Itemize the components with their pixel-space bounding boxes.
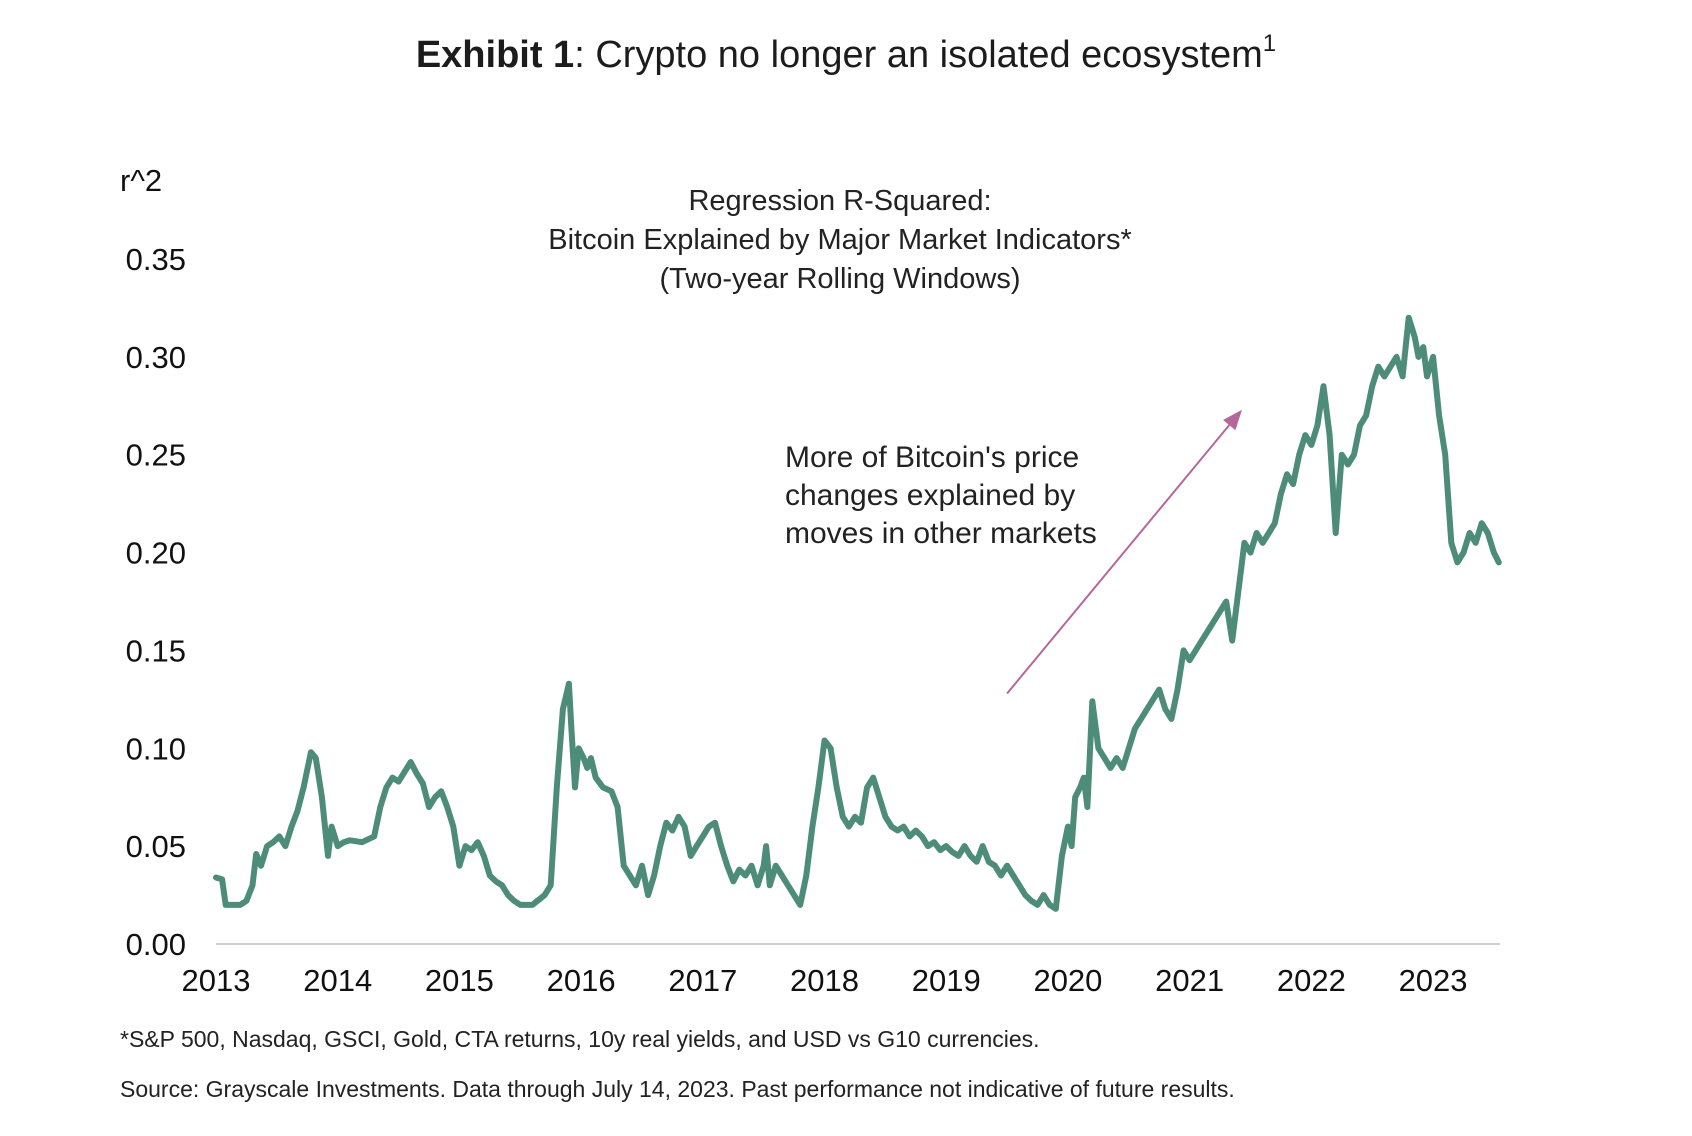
x-tick-label: 2015 bbox=[425, 963, 494, 998]
y-tick-label: 0.00 bbox=[126, 927, 186, 962]
exhibit-title: Exhibit 1: Crypto no longer an isolated … bbox=[0, 32, 1692, 77]
x-tick-label: 2023 bbox=[1399, 963, 1468, 998]
y-axis-ticks: 0.00 0.05 0.10 0.15 0.20 0.25 0.30 0.35 bbox=[126, 242, 186, 962]
x-tick-label: 2020 bbox=[1033, 963, 1102, 998]
exhibit-title-text: Crypto no longer an isolated ecosystem bbox=[584, 34, 1263, 76]
y-tick-label: 0.30 bbox=[126, 340, 186, 375]
annotation-arrow bbox=[1006, 424, 1231, 695]
footnote-indicators: *S&P 500, Nasdaq, GSCI, Gold, CTA return… bbox=[120, 1026, 1040, 1052]
x-tick-label: 2013 bbox=[182, 963, 251, 998]
exhibit-label: Exhibit 1 bbox=[415, 34, 575, 76]
x-tick-label: 2014 bbox=[303, 963, 372, 998]
annotation-line-3: moves in other markets bbox=[785, 517, 1097, 550]
y-tick-label: 0.35 bbox=[126, 242, 186, 277]
exhibit-footnote-mark: 1 bbox=[1262, 30, 1277, 57]
annotation-line-1: More of Bitcoin's price bbox=[785, 441, 1079, 474]
y-axis-label: r^2 bbox=[120, 163, 162, 198]
r-squared-line-chart: Regression R-Squared: Bitcoin Explained … bbox=[120, 163, 1502, 998]
annotation-line-2: changes explained by bbox=[785, 479, 1075, 512]
annotation-arrowhead bbox=[1223, 409, 1242, 431]
x-tick-label: 2022 bbox=[1277, 963, 1346, 998]
chart-title-line-2: Bitcoin Explained by Major Market Indica… bbox=[548, 224, 1131, 256]
y-tick-label: 0.20 bbox=[126, 536, 186, 571]
y-tick-label: 0.05 bbox=[126, 829, 186, 864]
chart-title-line-3: (Two-year Rolling Windows) bbox=[660, 263, 1021, 295]
x-tick-label: 2017 bbox=[668, 963, 737, 998]
y-tick-label: 0.10 bbox=[126, 731, 186, 766]
x-tick-label: 2018 bbox=[790, 963, 859, 998]
x-tick-label: 2016 bbox=[547, 963, 616, 998]
exhibit-separator: : bbox=[574, 34, 585, 76]
y-tick-label: 0.25 bbox=[126, 438, 186, 473]
x-tick-label: 2019 bbox=[912, 963, 981, 998]
series-line bbox=[213, 314, 1502, 912]
footnote-source: Source: Grayscale Investments. Data thro… bbox=[120, 1076, 1235, 1102]
chart-title-line-1: Regression R-Squared: bbox=[688, 185, 991, 217]
y-tick-label: 0.15 bbox=[126, 633, 186, 668]
x-axis-ticks: 2013 2014 2015 2016 2017 2018 2019 2020 2021 2022… bbox=[182, 963, 1468, 998]
x-tick-label: 2021 bbox=[1155, 963, 1224, 998]
